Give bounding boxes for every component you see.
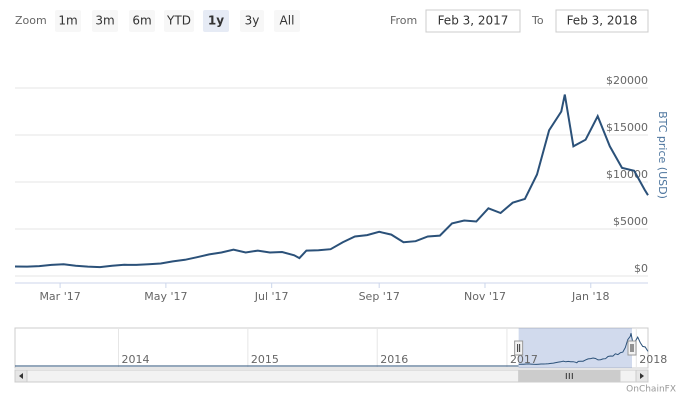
credit[interactable]: OnChainFX — [626, 385, 676, 395]
y-tick-label: $5000 — [613, 215, 648, 228]
navigator-frame — [14, 327, 649, 369]
zoom-button[interactable] — [274, 10, 300, 32]
navigator-handle[interactable] — [514, 340, 524, 356]
x-tick-label: Mar '17 — [39, 290, 80, 303]
x-tick-label: May '17 — [144, 290, 187, 303]
navigator-tick-label: 2017 — [510, 353, 538, 366]
navigator-tick-label: 2014 — [121, 353, 149, 366]
x-tick-label: Jul '17 — [254, 290, 289, 303]
zoom-button[interactable] — [55, 10, 81, 32]
series-line — [14, 94, 649, 269]
zoom-button[interactable] — [92, 10, 118, 32]
y-tick-label: $0 — [634, 262, 648, 275]
navigator-line — [518, 333, 649, 365]
zoom-button[interactable] — [203, 10, 229, 32]
x-tick-label: Jan '18 — [571, 290, 609, 303]
x-tick-label: Nov '17 — [464, 290, 506, 303]
navigator-tick-label: 2018 — [639, 353, 667, 366]
y-tick-label: $20000 — [606, 74, 648, 87]
from-label: From — [390, 14, 417, 27]
navigator-tick-label: 2016 — [380, 353, 408, 366]
to-label: To — [531, 14, 544, 27]
zoom-button-label[interactable]: YTD — [166, 14, 191, 28]
zoom-button-label[interactable]: 6m — [132, 14, 151, 28]
y-tick-label: $15000 — [606, 121, 648, 134]
scroll-left-arrow — [19, 373, 23, 379]
y-axis-title: BTC price (USD) — [656, 111, 669, 199]
x-tick-label: Sep '17 — [359, 290, 400, 303]
zoom-button-label[interactable]: 1y — [208, 14, 224, 28]
to-value[interactable]: Feb 3, 2018 — [567, 14, 638, 28]
navigator-handle[interactable] — [627, 340, 637, 356]
navigator-mask — [518, 328, 632, 368]
zoom-button-label[interactable]: 1m — [58, 14, 77, 28]
zoom-label: Zoom — [15, 14, 47, 27]
scroll-right-arrow — [640, 373, 644, 379]
zoom-button[interactable] — [240, 10, 264, 32]
from-value[interactable]: Feb 3, 2017 — [438, 14, 509, 28]
from-input[interactable] — [425, 9, 521, 33]
zoom-button-label[interactable]: All — [280, 14, 295, 28]
zoom-button[interactable] — [164, 10, 194, 32]
to-input[interactable] — [555, 9, 649, 33]
navigator-tick-label: 2015 — [251, 353, 279, 366]
zoom-button-label[interactable]: 3y — [245, 14, 260, 28]
zoom-button-label[interactable]: 3m — [95, 14, 114, 28]
zoom-button[interactable] — [129, 10, 155, 32]
